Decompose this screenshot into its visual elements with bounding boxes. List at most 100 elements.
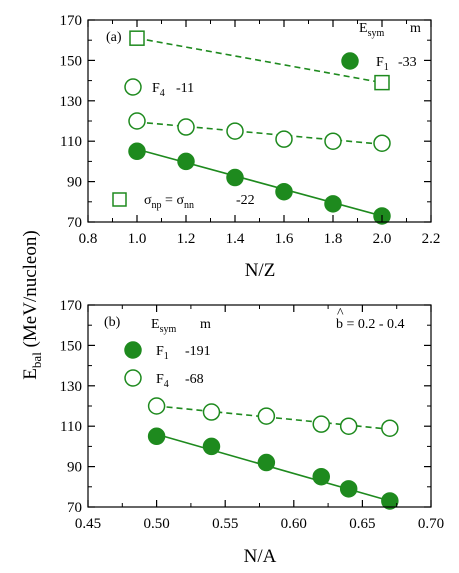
y-axis-title-sub: bal — [29, 352, 44, 368]
panel-a-series-0-point — [177, 152, 195, 171]
panel-b-y-tick-label: 90 — [67, 460, 82, 476]
panel-a-legend-f4-label: F4 — [152, 81, 165, 99]
panel-a-x-tick-label: 2.2 — [422, 231, 441, 247]
panel-b-legend-header-m: m — [200, 317, 211, 332]
panel-b-legend-f1-main: F — [156, 344, 164, 359]
panel-b-label: (b) — [104, 315, 121, 330]
panel-b-annotation: b = 0.2 - 0.4 — [336, 317, 405, 332]
panel-a-legend-f4-marker — [124, 78, 142, 96]
panel-a-legend-sigma-main: σ — [144, 193, 152, 208]
panel-a-legend-sigma-label: σnp = σnn — [144, 193, 194, 211]
panel-a-series-2-point — [129, 30, 145, 46]
panel-a-series-0-point — [324, 195, 342, 213]
panel-b-series-1-point — [202, 403, 221, 421]
panel-a-series-2-point — [374, 74, 390, 91]
panel-b-legend-f4-marker — [124, 369, 142, 387]
panel-b-series-0-point — [257, 453, 276, 472]
panel-b-legend-f1-label: F1 — [156, 344, 169, 362]
panel-a-series-2-fit-line — [136, 37, 383, 84]
panel-a-series-1-point — [275, 130, 293, 148]
panel-b-series-0-point — [381, 492, 399, 510]
panel-a-series-1-point — [177, 118, 195, 136]
panel-a-series-0-point — [226, 168, 244, 187]
panel-a-y-tick-label: 130 — [60, 94, 83, 110]
panel-a-legend-f4-slope: -11 — [176, 81, 194, 96]
panel-a-legend-sigma-mid: = σ — [162, 193, 185, 208]
panel-a-series-1-fit-line — [136, 121, 383, 146]
panel-b-series-0-point — [312, 467, 330, 486]
panel-a-x-tick-label: 0.8 — [79, 231, 98, 247]
panel-a-y-tick-label: 150 — [60, 53, 83, 69]
y-axis-title: Ebal (MeV/nucleon) — [20, 230, 44, 379]
panel-a-series-0-point — [275, 182, 293, 201]
panel-b-series-1-point — [339, 417, 358, 435]
panel-a-y-tick-label: 70 — [67, 215, 82, 231]
panel-b-y-tick-label: 130 — [60, 379, 83, 395]
panel-b-legend-f4-label: F4 — [156, 372, 169, 390]
panel-b-marks — [147, 397, 399, 510]
panel-a-legend-f1-main: F — [376, 55, 384, 70]
panel-a: 0.8 1.0 1.2 1.4 1.6 1.8 2.0 2.2 70 90 110 130 150 170… — [60, 13, 441, 281]
panel-b-legend-header-sub: sym — [160, 324, 177, 335]
panel-a-legend-f4-main: F — [152, 81, 160, 96]
panel-a-legend-f4-sub: 4 — [160, 88, 165, 99]
panel-a-y-tick-label: 110 — [60, 134, 82, 150]
panel-b-y-tick-label: 170 — [60, 298, 83, 314]
panel-a-legend-f1-slope: -33 — [398, 55, 417, 70]
panel-a-x-tick-label: 1.4 — [226, 231, 245, 247]
panel-b-series-1-point — [257, 407, 276, 425]
panel-b-frame — [87, 304, 432, 508]
panel-a-legend-header: Esym — [359, 21, 384, 39]
panel-a-legend-f1-marker — [341, 52, 359, 70]
panel-a-x-tick-label: 1.0 — [128, 231, 147, 247]
panel-a-series-1-point — [373, 134, 391, 152]
panel-b-series-1-point — [147, 397, 166, 415]
panel-b-legend-header: Esym — [151, 317, 176, 335]
panel-a-legend-header-m: m — [410, 21, 421, 36]
panel-a-x-axis-title: N/Z — [245, 260, 276, 281]
panel-b-x-tick-label: 0.55 — [212, 516, 238, 532]
panel-a-y-tick-label: 170 — [60, 13, 83, 29]
panel-b-y-tick-label: 70 — [67, 500, 82, 516]
panel-b-series-0-point — [147, 427, 166, 446]
panel-b-legend-f4-main: F — [156, 372, 164, 387]
panel-a-legend-sigma-slope: -22 — [236, 193, 255, 208]
y-axis-title-rest: (MeV/nucleon) — [20, 230, 41, 352]
panel-a-y-tick-label: 90 — [67, 175, 82, 191]
panel-a-legend-f1-label: F1 — [376, 55, 389, 73]
panel-b-x-tick-label: 0.60 — [281, 516, 307, 532]
panel-b-series-0-point — [202, 437, 221, 456]
panel-b-x-tick-label: 0.70 — [418, 516, 444, 532]
panel-a-legend-f1-sub: 1 — [384, 62, 389, 73]
panel-b-x-tick-label: 0.65 — [349, 516, 375, 532]
panel-a-legend-sigma-sub: np — [152, 200, 162, 211]
panel-b-ticks: 0.45 0.50 0.55 0.60 0.65 0.70 70 90 110 130 150 170 — [60, 298, 445, 532]
panel-b-series-1-point — [381, 419, 399, 437]
panel-b-x-tick-label: 0.45 — [75, 516, 101, 532]
panel-b-y-tick-label: 150 — [60, 338, 83, 354]
panel-a-x-tick-label: 1.2 — [177, 231, 196, 247]
panel-b-legend-header-main: E — [151, 317, 160, 332]
panel-a-x-tick-label: 2.0 — [373, 231, 392, 247]
panel-a-legend-sigma-sub2: nn — [184, 200, 194, 211]
panel-a-legend-header-sub: sym — [368, 28, 385, 39]
panel-a-label: (a) — [106, 30, 122, 45]
panel-b-legend-f1-marker — [124, 341, 142, 359]
panel-a-x-tick-label: 1.8 — [324, 231, 343, 247]
panel-b-series-0-point — [339, 480, 358, 498]
panel-a-marks — [128, 30, 391, 225]
panel-b-y-tick-label: 110 — [60, 419, 82, 435]
panel-b-x-axis-title: N/A — [244, 546, 277, 567]
panel-b-x-tick-label: 0.50 — [143, 516, 169, 532]
panel-a-series-1-point — [226, 122, 244, 140]
panel-a-series-0-point — [128, 142, 146, 161]
y-axis-title-main: E — [20, 368, 41, 380]
panel-a-ticks: 0.8 1.0 1.2 1.4 1.6 1.8 2.0 2.2 70 90 110 130 150 170 — [60, 13, 441, 247]
panel-b-legend-f4-sub: 4 — [164, 379, 169, 390]
panel-a-x-tick-label: 1.6 — [275, 231, 294, 247]
panel-b: 0.45 0.50 0.55 0.60 0.65 0.70 70 90 110 130 150 170… — [60, 298, 445, 567]
panel-a-legend-sigma-marker — [112, 192, 127, 207]
panel-b-legend-f1-sub: 1 — [164, 351, 169, 362]
panel-a-series-1-point — [128, 112, 146, 130]
